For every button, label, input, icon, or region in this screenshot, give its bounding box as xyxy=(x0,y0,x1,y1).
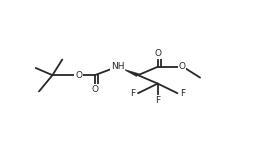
Text: F: F xyxy=(155,96,160,105)
Text: F: F xyxy=(180,89,185,98)
Text: O: O xyxy=(179,62,186,71)
Text: O: O xyxy=(75,71,82,80)
Text: O: O xyxy=(154,49,161,58)
Text: F: F xyxy=(130,89,135,98)
Text: O: O xyxy=(91,85,98,94)
Text: NH: NH xyxy=(111,62,124,71)
Polygon shape xyxy=(121,68,140,77)
